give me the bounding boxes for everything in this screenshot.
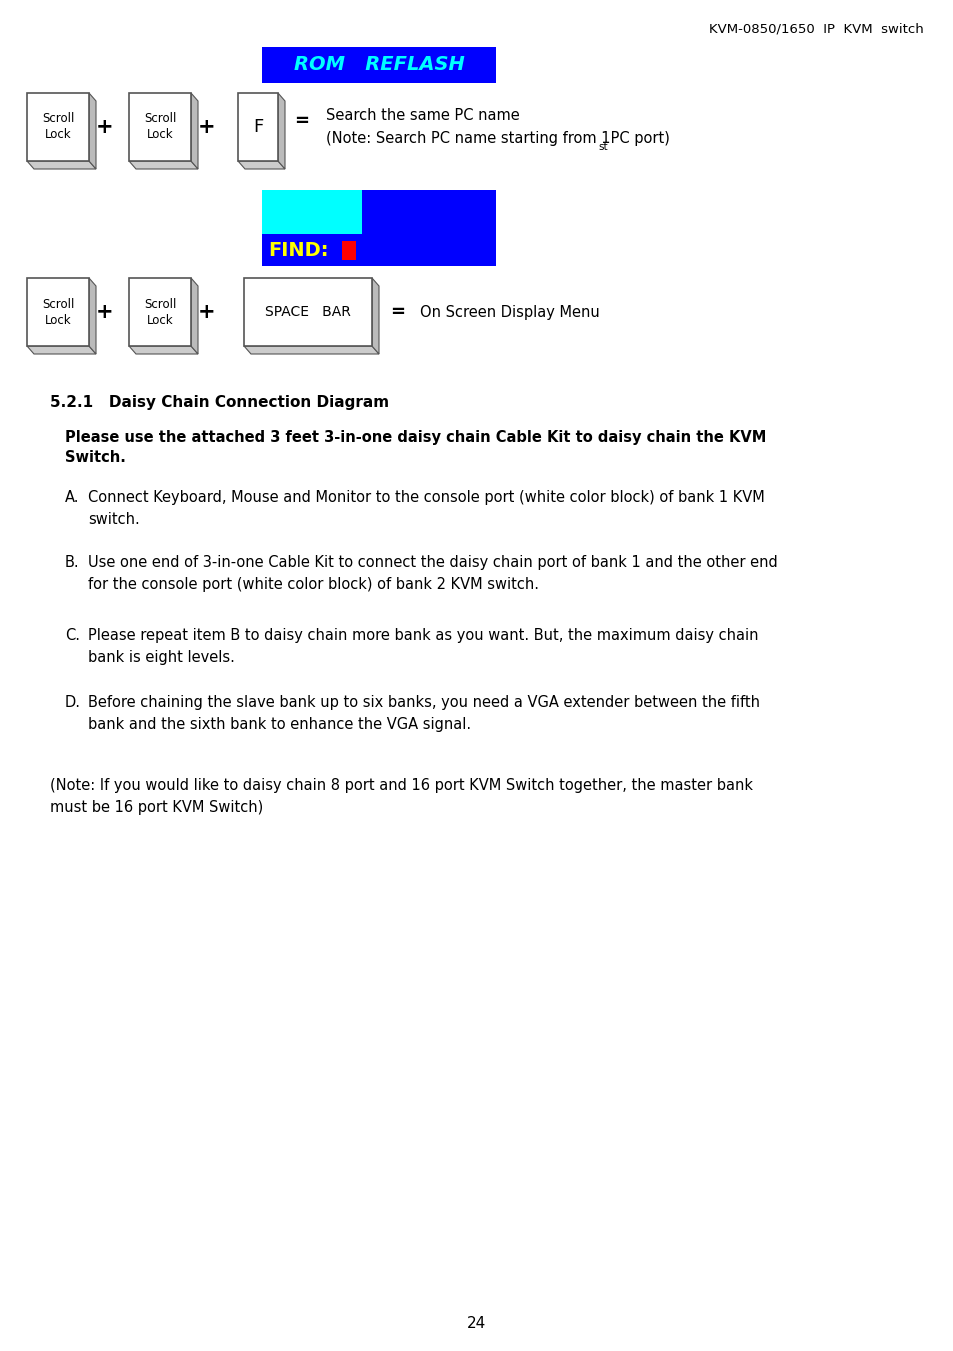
Text: C.: C. [65,628,80,643]
FancyBboxPatch shape [262,190,361,234]
Text: +: + [96,303,113,322]
Text: Use one end of 3-in-one Cable Kit to connect the daisy chain port of bank 1 and : Use one end of 3-in-one Cable Kit to con… [88,555,777,592]
Text: Connect Keyboard, Mouse and Monitor to the console port (white color block) of b: Connect Keyboard, Mouse and Monitor to t… [88,490,764,527]
Text: Before chaining the slave bank up to six banks, you need a VGA extender between : Before chaining the slave bank up to six… [88,694,760,732]
FancyBboxPatch shape [244,278,372,346]
Text: =: = [294,112,309,130]
Polygon shape [191,93,198,169]
Text: ROM   REFLASH: ROM REFLASH [294,55,464,74]
Text: PC port): PC port) [605,131,669,146]
Polygon shape [27,161,96,169]
Text: On Screen Display Menu: On Screen Display Menu [419,304,599,319]
Text: (Note: Search PC name starting from 1: (Note: Search PC name starting from 1 [326,131,610,146]
Polygon shape [237,161,285,169]
Text: +: + [198,303,215,322]
Text: F: F [253,118,263,136]
Text: D.: D. [65,694,81,711]
FancyBboxPatch shape [27,93,89,161]
Text: Scroll
Lock: Scroll Lock [42,297,74,327]
Text: (Note: If you would like to daisy chain 8 port and 16 port KVM Switch together, : (Note: If you would like to daisy chain … [50,778,752,815]
Text: =: = [390,303,405,322]
Polygon shape [27,346,96,354]
Text: Scroll
Lock: Scroll Lock [42,112,74,142]
Text: 5.2.1   Daisy Chain Connection Diagram: 5.2.1 Daisy Chain Connection Diagram [50,394,389,409]
Text: Search the same PC name: Search the same PC name [326,108,519,123]
Text: FIND:: FIND: [268,240,328,259]
Text: A.: A. [65,490,79,505]
Polygon shape [129,161,198,169]
FancyBboxPatch shape [129,278,191,346]
Polygon shape [129,346,198,354]
Polygon shape [372,278,378,354]
FancyBboxPatch shape [341,240,355,259]
FancyBboxPatch shape [262,190,496,266]
Text: Please use the attached 3 feet 3-in-one daisy chain Cable Kit to daisy chain the: Please use the attached 3 feet 3-in-one … [65,430,765,444]
FancyBboxPatch shape [27,278,89,346]
Polygon shape [89,278,96,354]
Text: B.: B. [65,555,79,570]
Polygon shape [244,346,378,354]
Text: Switch.: Switch. [65,450,126,465]
Polygon shape [277,93,285,169]
Text: st: st [598,142,607,153]
Text: 24: 24 [467,1316,486,1331]
Text: Scroll
Lock: Scroll Lock [144,297,176,327]
Polygon shape [191,278,198,354]
FancyBboxPatch shape [237,93,277,161]
FancyBboxPatch shape [262,47,496,82]
FancyBboxPatch shape [129,93,191,161]
Text: +: + [198,118,215,136]
Text: +: + [96,118,113,136]
Polygon shape [89,93,96,169]
Text: SPACE   BAR: SPACE BAR [265,305,351,319]
Text: Scroll
Lock: Scroll Lock [144,112,176,142]
Text: Please repeat item B to daisy chain more bank as you want. But, the maximum dais: Please repeat item B to daisy chain more… [88,628,758,665]
Text: KVM-0850/1650  IP  KVM  switch: KVM-0850/1650 IP KVM switch [708,22,923,35]
